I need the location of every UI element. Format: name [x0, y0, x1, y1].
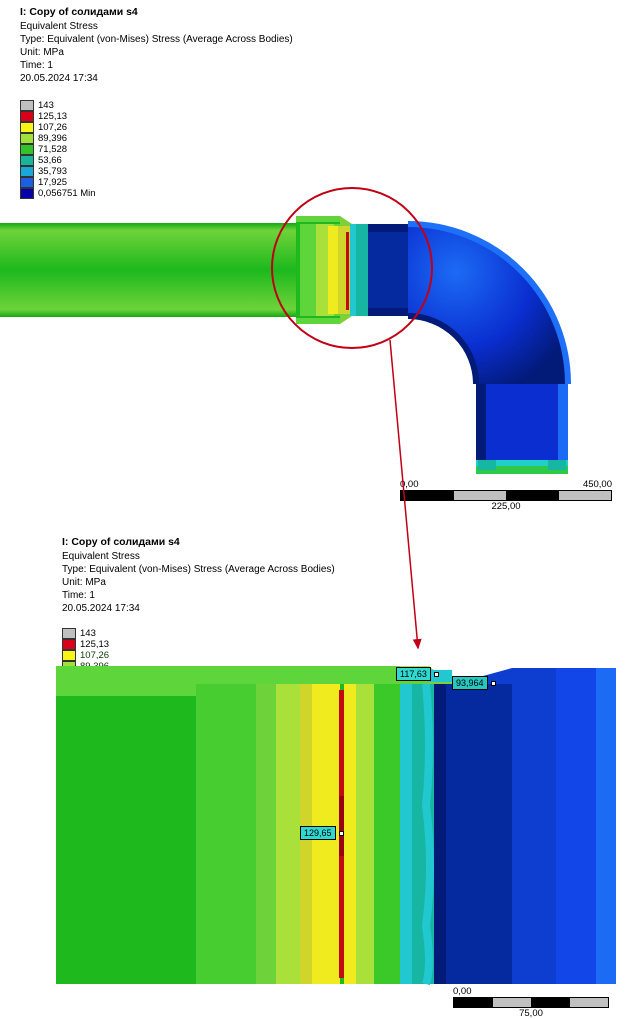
bottom-scene — [56, 626, 626, 1006]
top-scene — [0, 0, 644, 520]
bottom-scale-bar — [453, 997, 609, 1008]
probe-value: 117,63 — [396, 667, 431, 681]
probe-label: 129,65 — [300, 826, 344, 840]
scale-tick: 75,00 — [519, 1008, 543, 1019]
bottom-title: I: Copy of солидами s4 — [62, 536, 335, 550]
top-scale-bar — [400, 490, 612, 501]
probe-anchor-icon — [339, 831, 344, 836]
scale-tick: 0,00 — [453, 986, 472, 997]
probe-value: 129,65 — [300, 826, 336, 840]
probe-label: 93,964 — [452, 676, 496, 690]
top-scale: 0,00 450,00 225,00 — [400, 479, 612, 512]
bottom-scale: 0,00 75,00 — [453, 986, 609, 1019]
probe-anchor-icon — [434, 672, 439, 677]
bottom-header-line: Time: 1 — [62, 589, 335, 602]
scale-tick: 450,00 — [583, 479, 612, 490]
bottom-header: I: Copy of солидами s4 Equivalent Stress… — [62, 536, 335, 615]
bottom-header-line: Equivalent Stress — [62, 550, 335, 563]
probe-value: 93,964 — [452, 676, 488, 690]
scale-tick: 225,00 — [491, 501, 520, 512]
bottom-header-line: Type: Equivalent (von-Mises) Stress (Ave… — [62, 563, 335, 576]
scale-tick: 0,00 — [400, 479, 419, 490]
bottom-header-line: 20.05.2024 17:34 — [62, 602, 335, 615]
probe-label: 117,63 — [396, 667, 439, 681]
probe-anchor-icon — [491, 681, 496, 686]
bottom-header-line: Unit: MPa — [62, 576, 335, 589]
